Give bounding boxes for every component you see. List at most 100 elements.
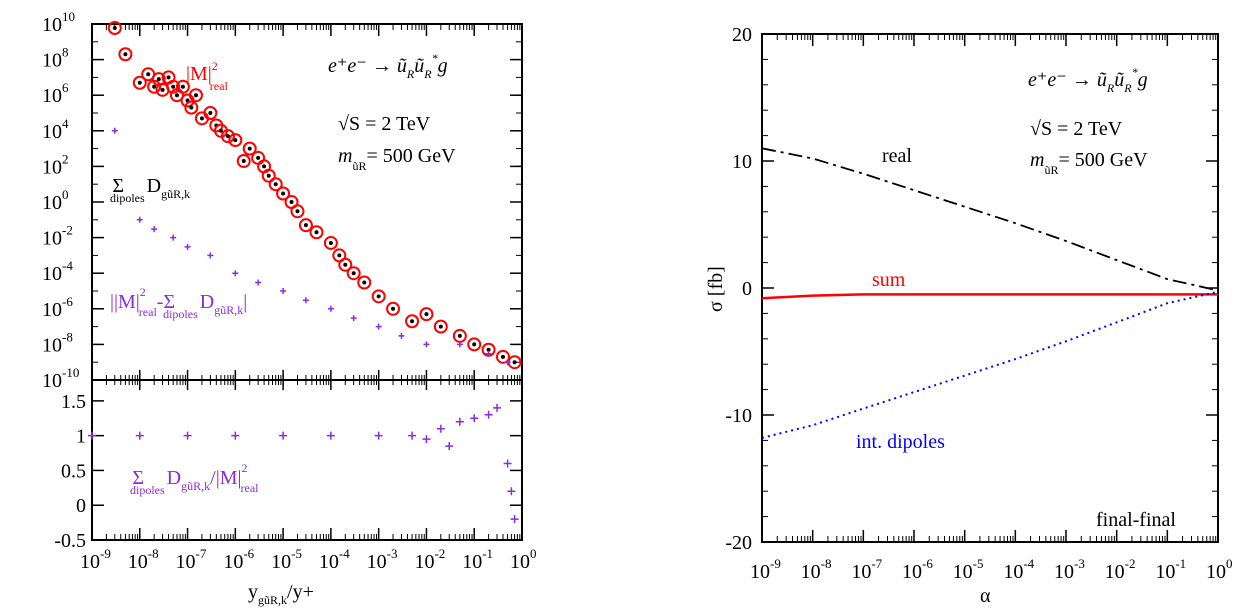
- left-axis-ticks: [91, 23, 523, 541]
- y-tick-label: 1: [76, 426, 86, 448]
- x-tick-label: 100: [510, 546, 537, 573]
- x-tick-label: 10-8: [801, 556, 832, 583]
- y-tick-label: 104: [42, 116, 69, 143]
- x-tick-label: 10-6: [223, 546, 254, 573]
- y-tick-label: -0.5: [54, 530, 86, 552]
- difference-marker: [485, 350, 492, 357]
- m-real-marker: [268, 177, 283, 192]
- right-frame: [761, 33, 1219, 543]
- m-real-marker: [236, 154, 251, 169]
- left-sqrt-s: √S = 2 TeV: [338, 113, 431, 135]
- m-real-dot: [328, 240, 333, 245]
- upper-left-frame: [91, 23, 523, 381]
- m-real-marker: [338, 257, 353, 272]
- right-process-label: e⁺e⁻ → ũRũR*g: [1028, 65, 1148, 95]
- m-real-dot: [225, 134, 230, 139]
- right-sqrt-s: √S = 2 TeV: [1030, 118, 1123, 140]
- m-real-dot: [123, 52, 128, 57]
- m-real-dot: [273, 182, 278, 187]
- y-tick-label: 10-6: [42, 294, 73, 321]
- ratio-marker: [135, 431, 144, 440]
- right-axis-ticks: [761, 33, 1219, 543]
- difference-marker: [456, 341, 463, 348]
- m-real-dot: [218, 128, 223, 133]
- left-tick-labels: 10-9 10-8 10-7 10-6 10-5 10-4 10-3 10-2 10-1 100 1…: [42, 9, 537, 573]
- m-real-marker: [242, 141, 257, 156]
- difference-marker: [327, 305, 334, 312]
- difference-marker: [375, 323, 382, 330]
- m-real-marker: [188, 88, 203, 103]
- ratio-marker: [422, 435, 431, 444]
- m-real-marker: [220, 129, 235, 144]
- m-real-dot: [486, 347, 491, 352]
- x-tick-label: 10-7: [176, 546, 207, 573]
- m-real-dot: [303, 223, 308, 228]
- y-tick-label: 10-4: [42, 258, 73, 285]
- m-real-dot: [295, 209, 300, 214]
- left-process-label: e⁺e⁻ → ũRũR*g: [328, 51, 448, 81]
- y-tick-label: 100: [42, 187, 69, 214]
- m-real-dot: [343, 262, 348, 267]
- m-real-dot: [233, 138, 238, 143]
- ratio-marker: [503, 459, 512, 468]
- lower-left-frame: [91, 379, 523, 541]
- y-tick-label: 102: [42, 151, 69, 178]
- m-real-dot: [137, 80, 142, 85]
- m-real-dot: [376, 294, 381, 299]
- y-tick-label: 10: [732, 151, 752, 173]
- m-real-dot: [457, 333, 462, 338]
- m-real-marker: [290, 204, 305, 219]
- m-real-dot: [438, 324, 443, 329]
- left-mass: mũR= 500 GeV: [338, 145, 456, 173]
- m-real-marker: [107, 21, 122, 35]
- m-real-marker: [309, 225, 324, 240]
- y-tick-label: 0: [76, 495, 86, 517]
- m-real-marker: [419, 307, 434, 322]
- m-real-dot: [156, 77, 161, 82]
- m-real-marker: [228, 133, 243, 148]
- y-tick-label: 106: [42, 80, 69, 107]
- y-tick-label: 1.5: [61, 391, 86, 413]
- ratio-marker: [231, 431, 240, 440]
- y-tick-label: 20: [732, 24, 752, 46]
- ratio-marker: [493, 403, 502, 412]
- x-tick-label: 10-2: [1105, 556, 1136, 583]
- m-real-dot: [500, 354, 505, 359]
- m-real-marker: [386, 301, 401, 316]
- ratio-marker: [510, 515, 519, 524]
- ratio-marker: [326, 431, 335, 440]
- x-tick-label: 10-5: [953, 556, 984, 583]
- ratio-marker: [436, 424, 445, 433]
- difference-marker: [255, 279, 262, 286]
- difference-marker: [136, 216, 143, 223]
- ratio-marker: [408, 431, 417, 440]
- x-tick-label: 10-9: [750, 556, 781, 583]
- left-panel: 10-9 10-8 10-7 10-6 10-5 10-4 10-3 10-2 10-1 100 1…: [42, 9, 537, 607]
- difference-marker: [423, 341, 430, 348]
- label-int-dipoles: int. dipoles: [856, 431, 945, 453]
- x-tick-label: 10-8: [128, 546, 159, 573]
- difference-marker: [280, 288, 287, 294]
- y-tick-label: 1010: [42, 9, 75, 36]
- label-real: real: [882, 145, 912, 167]
- right-tick-labels: 10-9 10-8 10-7 10-6 10-5 10-4 10-3 10-2 10-1 100-…: [725, 24, 1232, 583]
- x-tick-label: 10-6: [902, 556, 933, 583]
- x-tick-label: 10-9: [80, 546, 111, 573]
- m-real-marker: [405, 314, 420, 329]
- x-tick-label: 10-3: [367, 546, 398, 573]
- m-real-dot: [152, 84, 157, 89]
- m-real-dot: [391, 306, 396, 311]
- m-real-dot: [189, 105, 194, 110]
- m-real-marker: [166, 79, 181, 94]
- m-real-marker: [203, 106, 218, 120]
- ratio-marker: [183, 431, 192, 440]
- m-real-marker: [467, 337, 482, 352]
- m-real-marker: [357, 275, 372, 290]
- m-real-dot: [256, 155, 261, 160]
- left-data-marks: [88, 21, 522, 524]
- label-m-real: |M|2 real: [186, 59, 228, 93]
- m-real-dot: [193, 93, 198, 98]
